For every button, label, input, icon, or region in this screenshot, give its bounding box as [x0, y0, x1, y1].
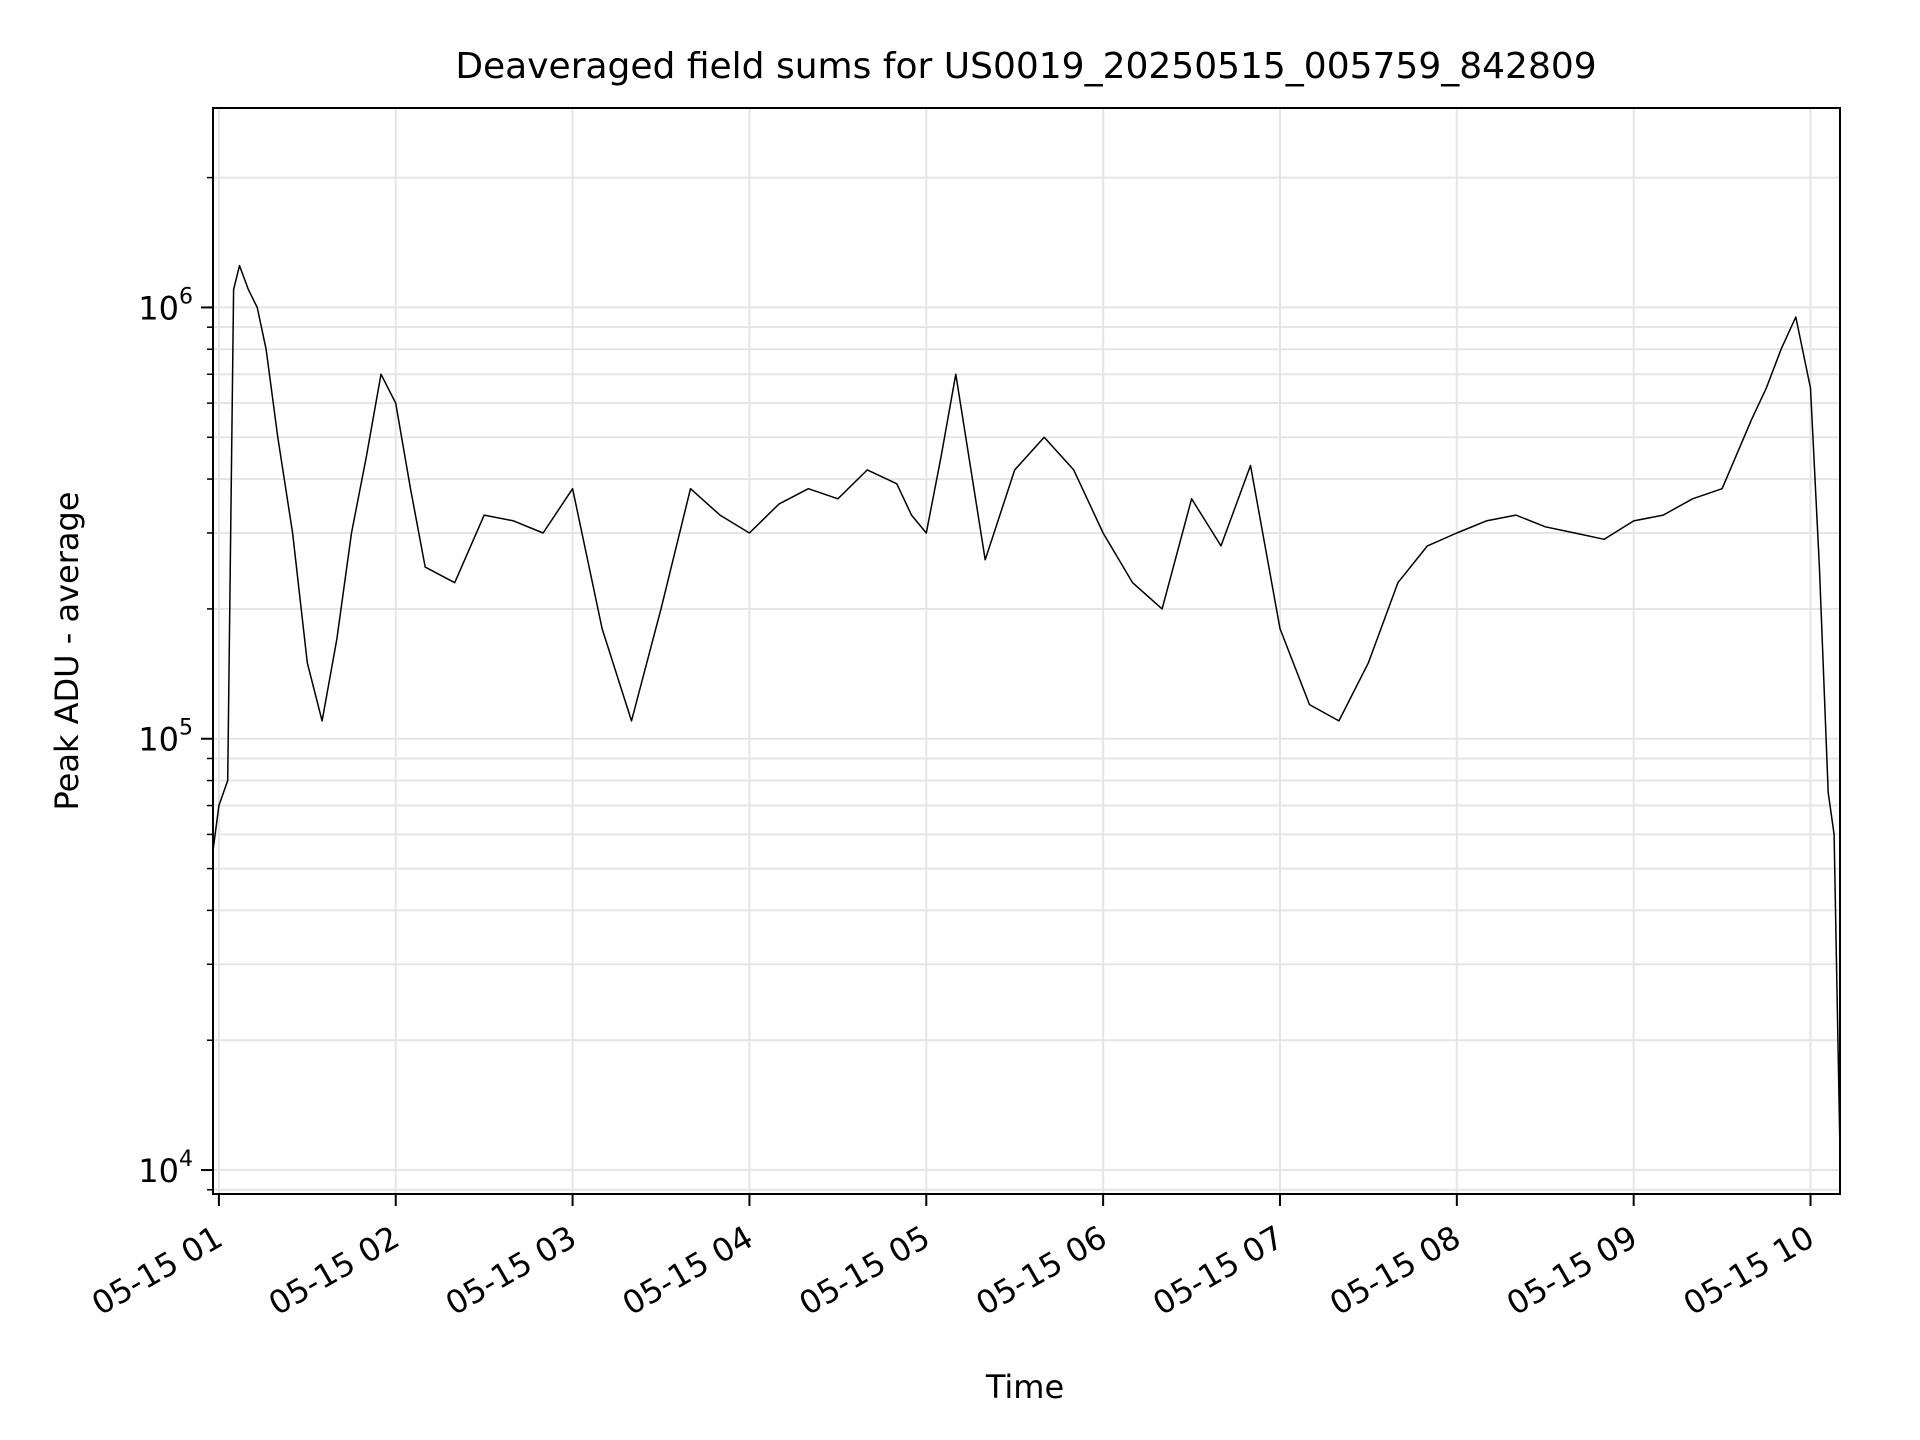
x-axis-label: Time: [985, 1368, 1064, 1406]
chart-title: Deaveraged field sums for US0019_2025051…: [455, 46, 1596, 87]
y-tick-base: 10: [138, 1152, 179, 1190]
y-tick-base: 10: [138, 721, 179, 759]
series-line: [212, 264, 1841, 1153]
plot-frame: [212, 107, 1841, 1195]
y-tick-exponent: 6: [179, 284, 193, 309]
y-tick-base: 10: [138, 289, 179, 327]
grid-layer: [213, 108, 1840, 1194]
y-axis-label: Peak ADU - average: [48, 492, 86, 811]
y-tick-exponent: 5: [179, 716, 193, 741]
y-tick-exponent: 4: [179, 1147, 193, 1172]
y-tick-label: 105: [138, 716, 193, 759]
y-tick-label: 106: [138, 284, 193, 327]
y-tick-label: 104: [138, 1147, 193, 1190]
data-layer: [212, 264, 1841, 1153]
